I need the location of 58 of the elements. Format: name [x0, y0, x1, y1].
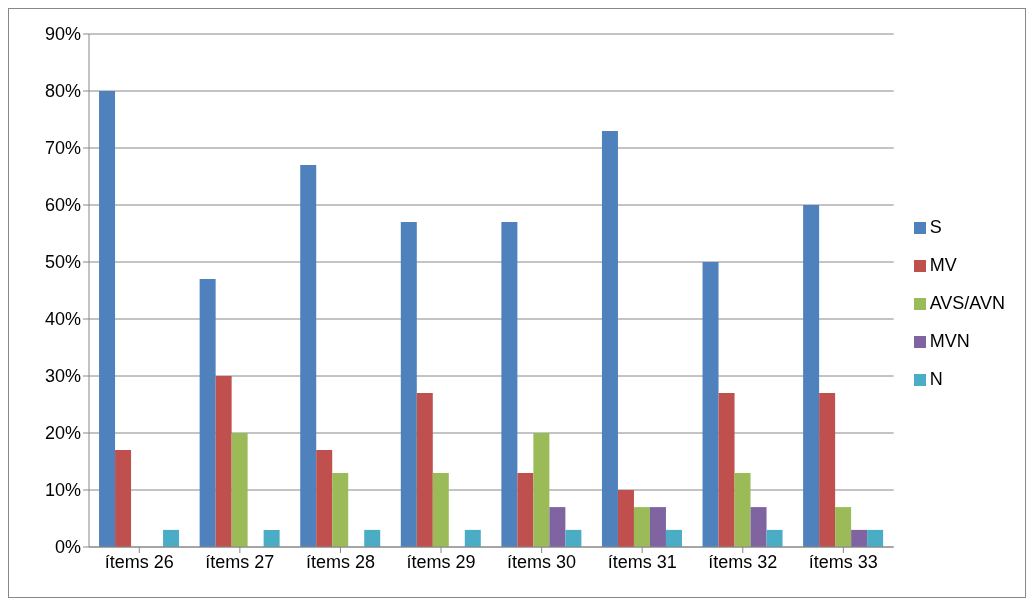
x-tick-label: ítems 30	[507, 551, 577, 572]
x-tick-label: ítems 29	[406, 551, 476, 572]
bar	[99, 91, 116, 547]
bar	[633, 507, 650, 547]
bar	[400, 222, 417, 547]
bar	[517, 472, 534, 547]
bar	[163, 529, 180, 547]
bar	[617, 490, 634, 547]
y-tick-label: 10%	[44, 480, 81, 501]
bar	[750, 507, 767, 547]
x-tick-label: ítems 26	[104, 551, 174, 572]
bar	[835, 507, 852, 547]
legend-label: S	[929, 217, 942, 237]
legend-label: N	[929, 369, 943, 389]
bar	[718, 393, 735, 547]
bar	[316, 450, 333, 547]
x-tick-label: ítems 31	[607, 551, 677, 572]
bar	[819, 393, 836, 547]
bar	[649, 507, 666, 547]
bar	[665, 529, 682, 547]
bar	[533, 433, 550, 547]
bar	[702, 262, 719, 547]
bar	[332, 472, 349, 547]
bar	[766, 529, 783, 547]
bar	[432, 472, 449, 547]
y-tick-label: 70%	[44, 138, 81, 159]
legend-label: MV	[929, 255, 957, 275]
bar	[416, 393, 433, 547]
bar	[549, 507, 566, 547]
bar	[851, 529, 868, 547]
y-tick-label: 30%	[44, 366, 81, 387]
bar	[364, 529, 381, 547]
bar	[231, 433, 248, 547]
bar	[300, 165, 317, 547]
y-tick-label: 60%	[44, 195, 81, 216]
bar	[215, 376, 232, 547]
x-tick-label: ítems 28	[305, 551, 375, 572]
bar	[803, 205, 820, 547]
bar	[867, 529, 884, 547]
bar	[601, 130, 618, 547]
y-tick-label: 90%	[44, 24, 81, 45]
legend-label: AVS/AVN	[929, 293, 1005, 313]
bar	[199, 279, 216, 547]
y-tick-label: 80%	[44, 81, 81, 102]
legend-label: MVN	[929, 331, 970, 351]
y-tick-label: 50%	[44, 252, 81, 273]
x-tick-label: ítems 27	[205, 551, 275, 572]
y-tick-label: 20%	[44, 423, 81, 444]
bar	[565, 529, 582, 547]
bar	[501, 222, 518, 547]
y-tick-label: 40%	[44, 309, 81, 330]
bar	[464, 529, 481, 547]
x-tick-label: ítems 33	[808, 551, 878, 572]
x-tick-label: ítems 32	[708, 551, 778, 572]
bar	[115, 450, 132, 547]
bar	[263, 529, 280, 547]
y-tick-label: 0%	[54, 537, 81, 558]
bar	[734, 472, 751, 547]
